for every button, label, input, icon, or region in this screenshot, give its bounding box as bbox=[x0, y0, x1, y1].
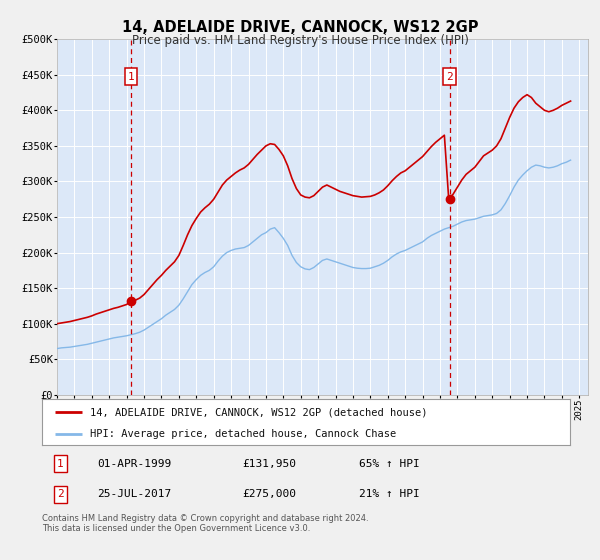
Text: 2: 2 bbox=[57, 489, 64, 500]
Text: £275,000: £275,000 bbox=[242, 489, 296, 500]
Text: £131,950: £131,950 bbox=[242, 459, 296, 469]
Text: 25-JUL-2017: 25-JUL-2017 bbox=[97, 489, 172, 500]
Text: 14, ADELAIDE DRIVE, CANNOCK, WS12 2GP (detached house): 14, ADELAIDE DRIVE, CANNOCK, WS12 2GP (d… bbox=[89, 407, 427, 417]
Text: 65% ↑ HPI: 65% ↑ HPI bbox=[359, 459, 419, 469]
Text: Price paid vs. HM Land Registry's House Price Index (HPI): Price paid vs. HM Land Registry's House … bbox=[131, 34, 469, 46]
Text: 21% ↑ HPI: 21% ↑ HPI bbox=[359, 489, 419, 500]
Text: HPI: Average price, detached house, Cannock Chase: HPI: Average price, detached house, Cann… bbox=[89, 429, 396, 438]
Text: 2: 2 bbox=[446, 72, 453, 82]
Text: 14, ADELAIDE DRIVE, CANNOCK, WS12 2GP: 14, ADELAIDE DRIVE, CANNOCK, WS12 2GP bbox=[122, 20, 478, 35]
Text: 1: 1 bbox=[57, 459, 64, 469]
Text: 01-APR-1999: 01-APR-1999 bbox=[97, 459, 172, 469]
Text: 1: 1 bbox=[128, 72, 134, 82]
Text: Contains HM Land Registry data © Crown copyright and database right 2024.
This d: Contains HM Land Registry data © Crown c… bbox=[42, 514, 368, 534]
